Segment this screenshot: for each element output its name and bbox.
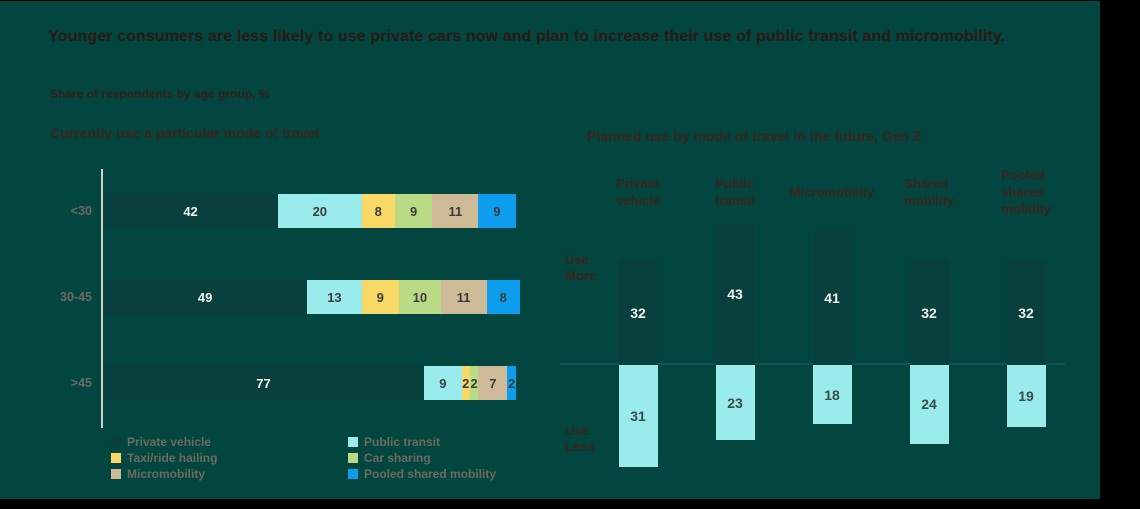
- legend-item: Car sharing: [348, 451, 496, 465]
- use-less-bar: 19: [1006, 365, 1046, 428]
- segment-value-label: 11: [448, 203, 463, 219]
- stacked-bar-row: 77 9 2 2 7 2: [103, 366, 516, 400]
- legend-label: Micromobility: [127, 467, 206, 481]
- use-more-axis-label: Use More: [565, 252, 597, 283]
- use-less-value-label: 19: [1018, 388, 1034, 405]
- use-less-axis-label: Use Less: [565, 423, 595, 454]
- use-more-value-label: 32: [630, 304, 646, 321]
- segment-value-label: 2: [462, 375, 470, 391]
- segment-value-label: 9: [410, 203, 418, 219]
- segment-value-label: 20: [312, 203, 328, 219]
- subtitle-unit-note: Share of respondents by age group, %: [50, 87, 270, 101]
- bar-segment: 8: [361, 194, 395, 228]
- main-title: Younger consumers are less likely to use…: [48, 28, 1006, 45]
- segment-value-label: 49: [197, 289, 213, 305]
- use-less-value-label: 24: [921, 396, 937, 413]
- segment-value-label: 42: [183, 203, 198, 219]
- mode-column-header: Pooled shared mobility: [1001, 167, 1051, 217]
- bar-segment: 49: [103, 280, 308, 314]
- bar-segment: 9: [478, 194, 516, 228]
- bar-segment: 7: [478, 366, 508, 400]
- use-less-bar: 18: [812, 365, 852, 425]
- bar-segment: 13: [307, 280, 362, 314]
- legend-label: Taxi/ride hailing: [127, 451, 218, 465]
- bar-segment: 9: [394, 194, 433, 228]
- legend-label: Private vehicle: [127, 435, 212, 449]
- legend-label: Car sharing: [364, 451, 431, 465]
- use-less-value-label: 23: [727, 394, 743, 411]
- bar-segment: 77: [103, 366, 425, 400]
- use-less-value-label: 18: [824, 386, 840, 403]
- segment-value-label: 8: [499, 289, 507, 305]
- bar-segment: 11: [440, 280, 487, 314]
- segment-value-label: 9: [439, 375, 447, 391]
- use-more-bar: 32: [1006, 260, 1046, 365]
- legend-label: Public transit: [364, 435, 441, 449]
- bar-segment: 11: [432, 194, 479, 228]
- left-chart-axis-line: [101, 169, 103, 428]
- mode-legend: Private vehicle Public transit Taxi/ride h…: [111, 434, 496, 482]
- use-less-value-label: 31: [630, 407, 646, 424]
- mode-column-header: Micromobility: [789, 184, 875, 200]
- bar-segment: 10: [399, 280, 441, 314]
- use-more-bar: 43: [715, 223, 755, 365]
- use-less-bar: 23: [715, 365, 755, 441]
- segment-value-label: 2: [470, 375, 478, 391]
- segment-value-label: 10: [412, 289, 428, 305]
- stacked-bar-row: 42 20 8 9 11 9: [103, 194, 516, 228]
- legend-item: Private vehicle: [111, 435, 348, 449]
- legend-label: Pooled shared mobility: [364, 467, 497, 481]
- age-group-label: >45: [70, 376, 92, 390]
- legend-swatch: [348, 437, 358, 447]
- use-more-value-label: 32: [921, 304, 937, 321]
- right-chart-title: Planned use by mode of travel in the fut…: [587, 128, 922, 144]
- bar-segment: 20: [278, 194, 362, 228]
- legend-item: Pooled shared mobility: [348, 467, 496, 481]
- segment-value-label: 9: [493, 203, 501, 219]
- bar-segment: 2: [461, 366, 470, 400]
- segment-value-label: 9: [376, 289, 384, 305]
- segment-value-label: 13: [327, 289, 342, 305]
- legend-swatch: [111, 469, 121, 479]
- legend-item: Taxi/ride hailing: [111, 451, 348, 465]
- exhibit-slide: Younger consumers are less likely to use…: [0, 1, 1100, 499]
- use-more-bar: 32: [909, 260, 949, 365]
- legend-swatch: [348, 453, 358, 463]
- use-more-bar: 41: [812, 230, 852, 365]
- bar-segment: 42: [103, 194, 279, 228]
- age-group-label: 30-45: [60, 290, 92, 304]
- use-more-value-label: 32: [1018, 304, 1034, 321]
- use-more-value-label: 41: [824, 289, 840, 306]
- left-chart-title: Currently use a particular mode of trave…: [50, 125, 320, 141]
- bar-segment: 2: [507, 366, 516, 400]
- segment-value-label: 11: [456, 289, 471, 305]
- bar-segment: 2: [469, 366, 479, 400]
- use-less-bar: 24: [909, 365, 949, 444]
- use-more-bar: 32: [618, 260, 658, 365]
- legend-swatch: [111, 453, 121, 463]
- stacked-bar-row: 49 13 9 10 11 8: [103, 280, 520, 314]
- segment-value-label: 7: [489, 375, 497, 391]
- segment-value-label: 2: [507, 375, 516, 391]
- mode-column-header: Shared mobility: [904, 176, 954, 208]
- use-less-bar: 31: [618, 365, 658, 467]
- bar-segment: 8: [486, 280, 520, 314]
- legend-swatch: [111, 437, 121, 447]
- use-more-value-label: 43: [727, 286, 743, 303]
- legend-item: Public transit: [348, 435, 496, 449]
- bar-segment: 9: [361, 280, 400, 314]
- segment-value-label: 77: [256, 375, 271, 391]
- segment-value-label: 8: [374, 203, 382, 219]
- bar-segment: 9: [424, 366, 462, 400]
- mode-column-header: Public transit: [715, 176, 755, 208]
- mode-column-header: Private vehicle: [615, 176, 661, 208]
- legend-swatch: [348, 469, 358, 479]
- legend-item: Micromobility: [111, 467, 348, 481]
- age-group-label: <30: [70, 204, 92, 218]
